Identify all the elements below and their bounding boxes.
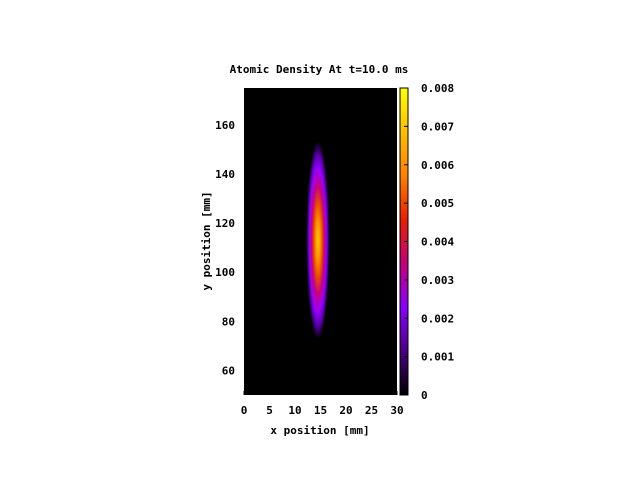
y-tick-label: 100 xyxy=(215,266,235,279)
colorbar-tick-label: 0 xyxy=(421,389,428,402)
axes: 0 5 10 15 20 25 30 60 80 100 120 140 160 xyxy=(215,119,404,417)
colorbar-tick-label: 0.001 xyxy=(421,351,454,364)
x-tick-label: 10 xyxy=(288,404,301,417)
x-tick-label: 5 xyxy=(266,404,273,417)
colorbar-ticks: 0 0.001 0.002 0.003 0.004 0.005 0.006 0.007 0.00… xyxy=(404,82,454,402)
x-tick-label: 20 xyxy=(339,404,352,417)
x-axis-label: x position [mm] xyxy=(270,424,369,437)
colorbar-tick-label: 0.007 xyxy=(421,120,454,133)
x-tick-label: 0 xyxy=(241,404,248,417)
y-axis-label: y position [mm] xyxy=(200,191,213,290)
y-tick-label: 60 xyxy=(222,364,235,377)
x-tick-label: 30 xyxy=(390,404,403,417)
colorbar-tick-label: 0.003 xyxy=(421,274,454,287)
density-blob xyxy=(306,141,330,340)
colorbar-tick-label: 0.004 xyxy=(421,236,454,249)
x-tick-label: 15 xyxy=(314,404,327,417)
x-tick-label: 25 xyxy=(365,404,378,417)
colorbar-tick-label: 0.006 xyxy=(421,159,454,172)
chart-title: Atomic Density At t=10.0 ms xyxy=(230,63,409,76)
colorbar-tick-label: 0.002 xyxy=(421,312,454,325)
colorbar-tick-label: 0.005 xyxy=(421,197,454,210)
y-tick-label: 120 xyxy=(215,217,235,230)
colorbar-tick-label: 0.008 xyxy=(421,82,454,95)
y-tick-label: 140 xyxy=(215,168,235,181)
y-tick-label: 80 xyxy=(222,315,235,328)
y-tick-label: 160 xyxy=(215,119,235,132)
